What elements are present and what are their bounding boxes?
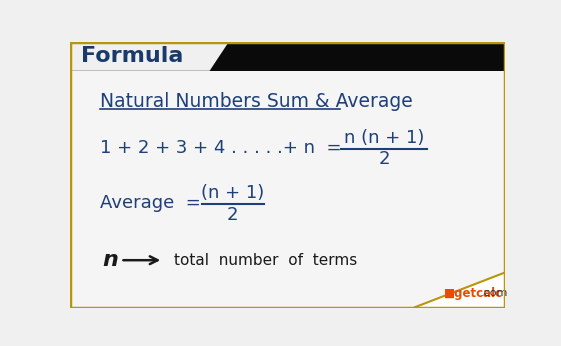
Text: n: n (103, 250, 118, 270)
Bar (70, 42, 505, 71)
Polygon shape (70, 42, 229, 71)
Bar (71, 71, 504, 307)
Text: 2: 2 (378, 150, 390, 169)
Text: Natural Numbers Sum & Average: Natural Numbers Sum & Average (99, 92, 412, 111)
Text: ■getcalc: ■getcalc (444, 287, 503, 300)
Text: (n + 1): (n + 1) (201, 184, 264, 202)
FancyArrowPatch shape (123, 256, 158, 264)
Text: 1 + 2 + 3 + 4 . . . . .+ n  =: 1 + 2 + 3 + 4 . . . . .+ n = (99, 139, 341, 157)
Text: Formula: Formula (81, 46, 183, 66)
Text: Average  =: Average = (99, 194, 200, 212)
Polygon shape (415, 273, 505, 308)
Text: total  number  of  terms: total number of terms (174, 253, 357, 268)
Text: n (n + 1): n (n + 1) (344, 129, 424, 147)
Text: 2: 2 (227, 206, 238, 224)
Text: .com: .com (481, 288, 508, 298)
